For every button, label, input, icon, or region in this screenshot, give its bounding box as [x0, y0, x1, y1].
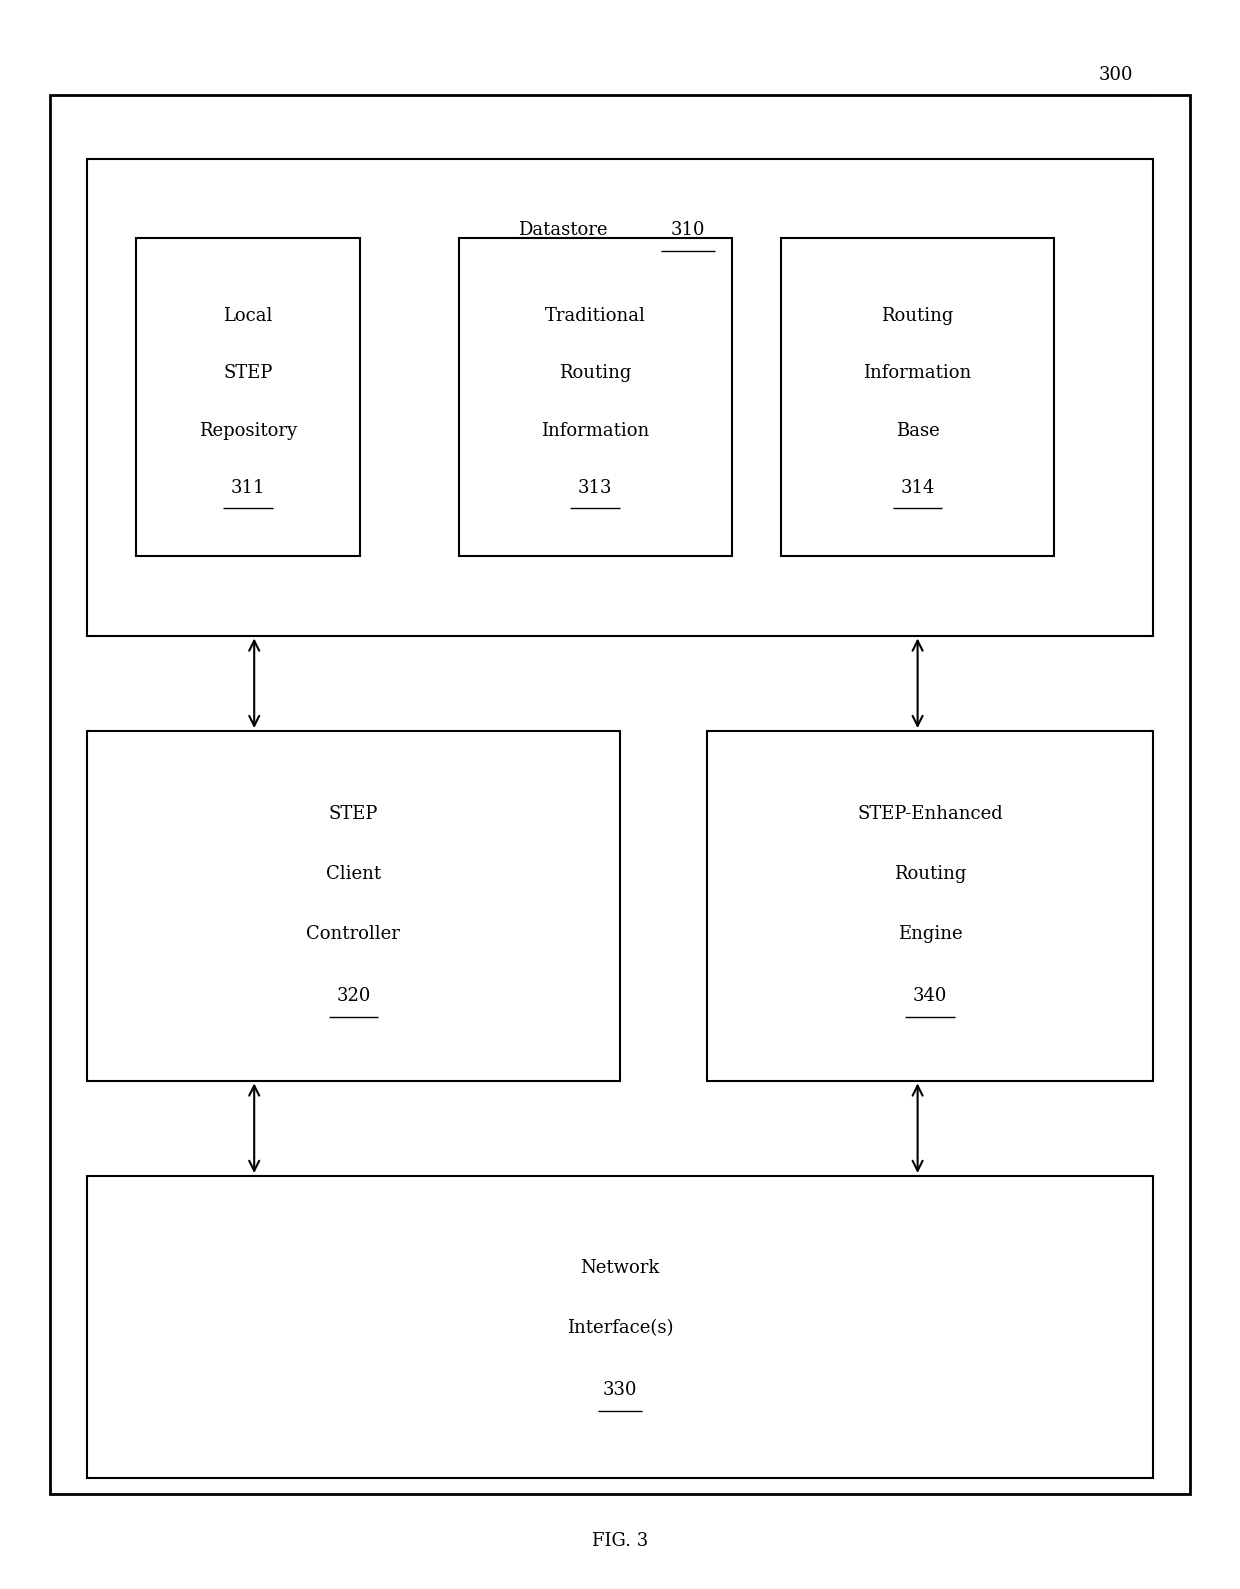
FancyBboxPatch shape: [781, 238, 1054, 556]
FancyBboxPatch shape: [459, 238, 732, 556]
Text: Network: Network: [580, 1258, 660, 1278]
Text: 311: 311: [231, 478, 265, 497]
Text: Local: Local: [223, 307, 273, 326]
Text: STEP-Enhanced: STEP-Enhanced: [857, 804, 1003, 823]
FancyBboxPatch shape: [87, 1176, 1153, 1478]
FancyBboxPatch shape: [87, 731, 620, 1081]
Text: 330: 330: [603, 1381, 637, 1400]
Text: Routing: Routing: [882, 307, 954, 326]
Text: Routing: Routing: [894, 864, 966, 883]
Text: Controller: Controller: [306, 925, 401, 944]
Text: Traditional: Traditional: [544, 307, 646, 326]
FancyBboxPatch shape: [707, 731, 1153, 1081]
Text: STEP: STEP: [223, 364, 273, 383]
Text: FIG. 3: FIG. 3: [591, 1532, 649, 1551]
Text: Engine: Engine: [898, 925, 962, 944]
Text: Client: Client: [326, 864, 381, 883]
Text: Base: Base: [895, 421, 940, 440]
Text: 310: 310: [671, 221, 706, 240]
FancyBboxPatch shape: [136, 238, 360, 556]
Text: Datastore: Datastore: [518, 221, 608, 240]
Text: 300: 300: [1099, 65, 1133, 84]
Text: Routing: Routing: [559, 364, 631, 383]
Text: Repository: Repository: [198, 421, 298, 440]
Text: Interface(s): Interface(s): [567, 1319, 673, 1338]
Text: 320: 320: [336, 987, 371, 1006]
Text: Information: Information: [541, 421, 650, 440]
FancyBboxPatch shape: [50, 95, 1190, 1494]
Text: 340: 340: [913, 987, 947, 1006]
FancyBboxPatch shape: [87, 159, 1153, 636]
Text: Information: Information: [863, 364, 972, 383]
Text: 313: 313: [578, 478, 613, 497]
Text: 314: 314: [900, 478, 935, 497]
Text: STEP: STEP: [329, 804, 378, 823]
